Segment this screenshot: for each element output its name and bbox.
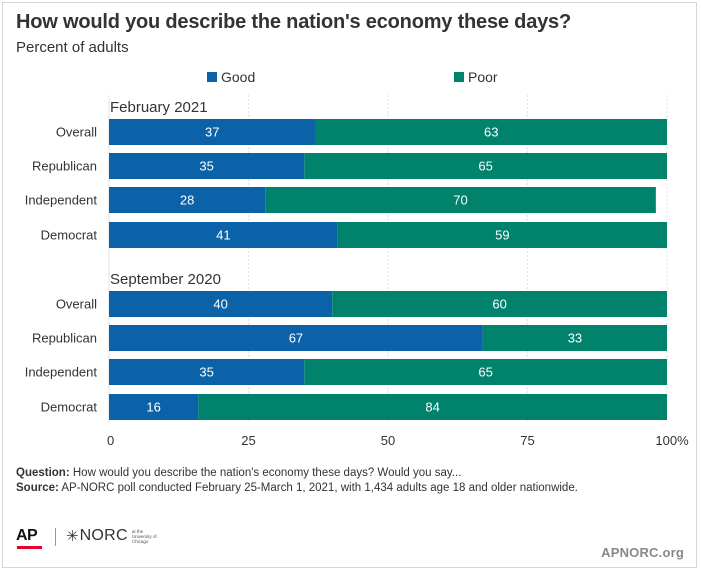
bar-good — [109, 187, 266, 213]
data-label-poor: 60 — [492, 297, 506, 312]
legend-label-poor: Poor — [468, 69, 498, 85]
bar-good — [109, 119, 316, 145]
data-label-poor: 65 — [478, 365, 492, 380]
category-label: Republican — [32, 159, 97, 174]
norc-star-icon: ✳ — [66, 528, 79, 545]
bar-good — [109, 394, 199, 420]
data-label-poor: 33 — [568, 331, 582, 346]
x-tick-label: 75 — [520, 433, 534, 448]
source-label: Source: — [16, 482, 59, 494]
ap-logo: AP — [16, 527, 38, 544]
data-label-good: 41 — [216, 228, 230, 243]
category-label: Overall — [56, 125, 97, 140]
bar-poor — [332, 291, 667, 317]
data-label-good: 35 — [199, 159, 213, 174]
legend-label-good: Good — [221, 69, 256, 85]
data-label-poor: 59 — [495, 228, 509, 243]
bar-poor — [337, 222, 667, 248]
norc-logo: ✳ NORC at the University of Chicago — [66, 527, 164, 545]
data-label-good: 40 — [213, 297, 227, 312]
category-label: Republican — [32, 331, 97, 346]
norc-wordmark: NORC — [79, 527, 128, 544]
bar-poor — [198, 394, 667, 420]
legend-swatch-poor — [454, 72, 464, 82]
logo-divider — [55, 528, 56, 546]
category-label: Independent — [25, 193, 98, 208]
bar-poor — [265, 187, 656, 213]
data-label-good: 37 — [205, 125, 219, 140]
group-label: February 2021 — [110, 99, 208, 116]
data-label-poor: 84 — [425, 400, 439, 415]
x-tick-label: 50 — [381, 433, 395, 448]
legend-swatch-good — [207, 72, 217, 82]
chart-subtitle: Percent of adults — [16, 39, 129, 56]
x-tick-label: 0 — [107, 433, 114, 448]
footnote-source: Source: AP-NORC poll conducted February … — [16, 482, 578, 494]
category-label: Democrat — [41, 228, 98, 243]
x-tick-label: 100% — [655, 433, 689, 448]
category-label: Overall — [56, 297, 97, 312]
bar-good — [109, 153, 305, 179]
ap-logo-underline — [17, 546, 42, 549]
bar-good — [109, 325, 483, 351]
question-label: Question: — [16, 467, 70, 479]
bar-good — [109, 222, 338, 248]
data-label-good: 67 — [289, 331, 303, 346]
bar-poor — [482, 325, 667, 351]
x-tick-label: 25 — [241, 433, 255, 448]
data-label-good: 35 — [199, 365, 213, 380]
data-label-poor: 65 — [478, 159, 492, 174]
data-label-poor: 70 — [453, 193, 467, 208]
data-label-poor: 63 — [484, 125, 498, 140]
legend-item-poor: Poor — [454, 69, 498, 85]
site-url: APNORC.org — [601, 545, 684, 560]
bar-poor — [304, 359, 667, 385]
bar-good — [109, 359, 305, 385]
bar-chart: February 2021 Overall 37 63 Republican 35 65 In… — [25, 95, 689, 448]
norc-tagline: at the University of Chicago — [131, 528, 157, 544]
bar-good — [109, 291, 333, 317]
bar-poor — [304, 153, 667, 179]
data-label-good: 28 — [180, 193, 194, 208]
legend-item-good: Good — [207, 69, 255, 85]
footnote-question: Question: How would you describe the nat… — [16, 467, 461, 479]
bar-poor — [315, 119, 667, 145]
category-label: Democrat — [41, 400, 98, 415]
source-text: AP-NORC poll conducted February 25-March… — [58, 482, 578, 494]
data-label-good: 16 — [146, 400, 160, 415]
question-text: How would you describe the nation's econ… — [69, 467, 462, 479]
legend: Good Poor — [0, 69, 701, 87]
group-label: September 2020 — [110, 271, 221, 288]
chart-title: How would you describe the nation's econ… — [16, 11, 571, 33]
category-label: Independent — [25, 365, 98, 380]
